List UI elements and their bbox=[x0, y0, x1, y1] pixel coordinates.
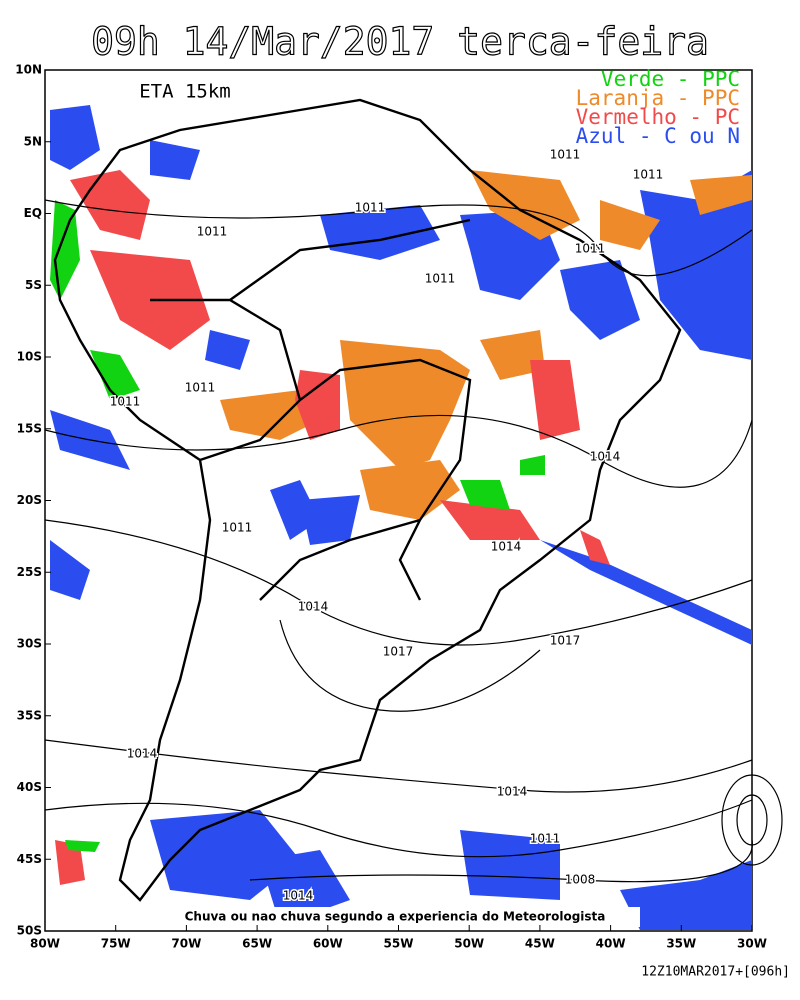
y-tick-label: 45S bbox=[17, 852, 42, 866]
run-info: 12Z10MAR2017+[096h] bbox=[641, 965, 790, 980]
coastline bbox=[53, 98, 682, 902]
y-tick-label: 10N bbox=[15, 63, 42, 77]
isobar-label: 1011 bbox=[110, 395, 141, 409]
isobar-label: 1011 bbox=[222, 521, 253, 535]
x-tick-label: 75W bbox=[101, 937, 131, 951]
isobar-label: 1011 bbox=[575, 242, 606, 256]
axes: 80W 75W 70W 65W 60W 55W 50W 45W 40W 35W 30W 10N 5N EQ… bbox=[15, 63, 767, 951]
footer-box bbox=[150, 907, 640, 927]
x-tick-label: 40W bbox=[596, 937, 626, 951]
x-tick-label: 35W bbox=[666, 937, 696, 951]
legend-entry: Azul - C ou N bbox=[576, 124, 740, 148]
isobar-label: 1011 bbox=[185, 381, 216, 395]
y-tick-label: EQ bbox=[24, 206, 42, 220]
x-tick-label: 60W bbox=[313, 937, 343, 951]
x-tick-label: 55W bbox=[384, 937, 414, 951]
legend-entry: Vermelho - PC bbox=[576, 105, 740, 129]
precip-regions bbox=[50, 105, 752, 930]
isobar-label: 1011 bbox=[355, 201, 386, 215]
borders bbox=[150, 218, 472, 601]
y-tick-label: 5N bbox=[24, 134, 42, 148]
isobar-label: 1008 bbox=[565, 873, 596, 887]
isobar-label: 1011 bbox=[550, 148, 581, 162]
x-tick-label: 45W bbox=[525, 937, 555, 951]
y-tick-label: 15S bbox=[17, 421, 42, 435]
x-tick-label: 50W bbox=[454, 937, 484, 951]
x-tick-label: 30W bbox=[737, 937, 767, 951]
legend-entry: Verde - PPC bbox=[601, 67, 740, 91]
footer-note: Chuva ou nao chuva segundo a experiencia… bbox=[185, 910, 606, 924]
y-tick-label: 5S bbox=[25, 278, 42, 292]
isobar-label: 1014 bbox=[590, 450, 621, 464]
legend-entry: Laranja - PPC bbox=[576, 86, 740, 110]
map-title: 09h 14/Mar/2017 terca-feira bbox=[91, 20, 709, 64]
isobar-label: 1011 bbox=[530, 832, 561, 846]
isobar-label: 1014 bbox=[298, 600, 329, 614]
isobar-label: 1017 bbox=[383, 645, 414, 659]
x-tick-label: 80W bbox=[30, 937, 60, 951]
isobars bbox=[44, 199, 783, 883]
y-tick-label: 20S bbox=[17, 493, 42, 507]
isobar-label: 1014 bbox=[283, 889, 314, 903]
isobar-label: 1011 bbox=[197, 225, 228, 239]
isobar-label: 1017 bbox=[550, 634, 581, 648]
y-tick-label: 40S bbox=[17, 780, 42, 794]
isobar-label: 1011 bbox=[425, 272, 456, 286]
y-tick-label: 25S bbox=[17, 565, 42, 579]
x-tick-label: 65W bbox=[242, 937, 272, 951]
y-tick-label: 10S bbox=[17, 350, 42, 364]
isobar-label: 1014 bbox=[491, 540, 522, 554]
y-tick-label: 50S bbox=[17, 924, 42, 938]
model-label: ETA 15km bbox=[139, 81, 231, 103]
x-tick-label: 70W bbox=[171, 937, 201, 951]
isobar-label: 1011 bbox=[633, 168, 664, 182]
isobar-label: 1014 bbox=[127, 747, 158, 761]
plot-area: 1011 1011 1011 1011 1011 1011 1011 1011 … bbox=[44, 67, 783, 932]
y-tick-label: 30S bbox=[17, 637, 42, 651]
y-tick-label: 35S bbox=[17, 708, 42, 722]
isobar-label: 1014 bbox=[497, 785, 528, 799]
